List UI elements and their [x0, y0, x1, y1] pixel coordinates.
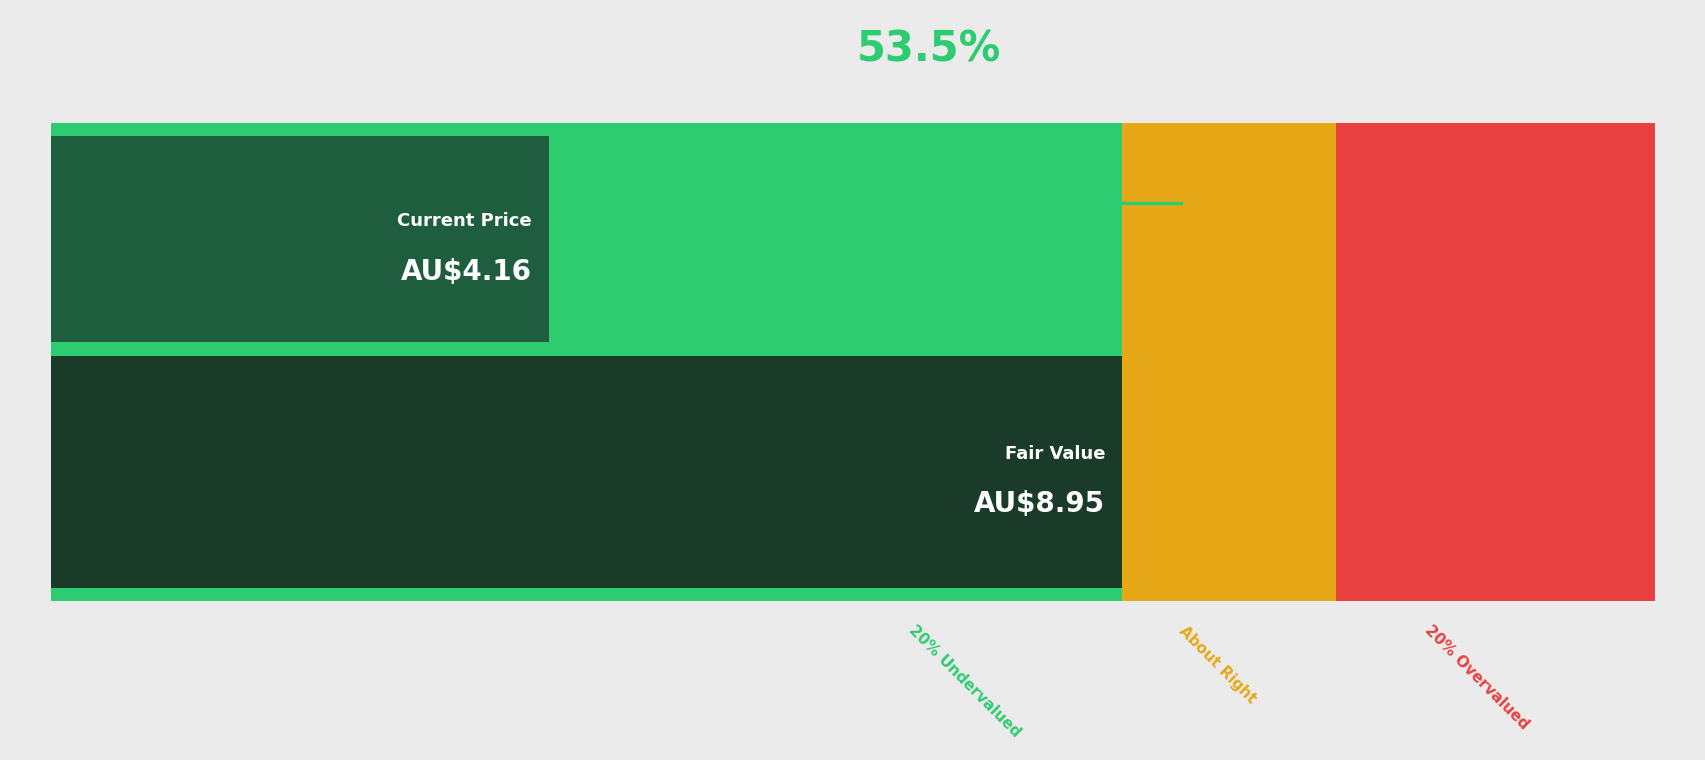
Text: 53.5%: 53.5% — [856, 29, 1001, 71]
Text: Current Price: Current Price — [397, 212, 532, 230]
Bar — [549, 136, 907, 343]
Bar — [51, 123, 907, 601]
Bar — [51, 343, 907, 356]
Text: AU$4.16: AU$4.16 — [401, 258, 532, 286]
Bar — [51, 588, 907, 601]
Bar — [51, 356, 1122, 588]
Text: About Right: About Right — [1175, 623, 1258, 706]
Text: 20% Undervalued: 20% Undervalued — [905, 623, 1023, 740]
Bar — [51, 123, 907, 136]
Text: 20% Overvalued: 20% Overvalued — [1420, 623, 1531, 733]
Bar — [51, 136, 549, 343]
Text: Fair Value: Fair Value — [1004, 445, 1105, 463]
Text: Undervalued: Undervalued — [856, 123, 996, 142]
Bar — [1122, 123, 1335, 601]
Bar — [907, 123, 1122, 601]
Bar — [1335, 123, 1654, 601]
Text: AU$8.95: AU$8.95 — [974, 490, 1105, 518]
